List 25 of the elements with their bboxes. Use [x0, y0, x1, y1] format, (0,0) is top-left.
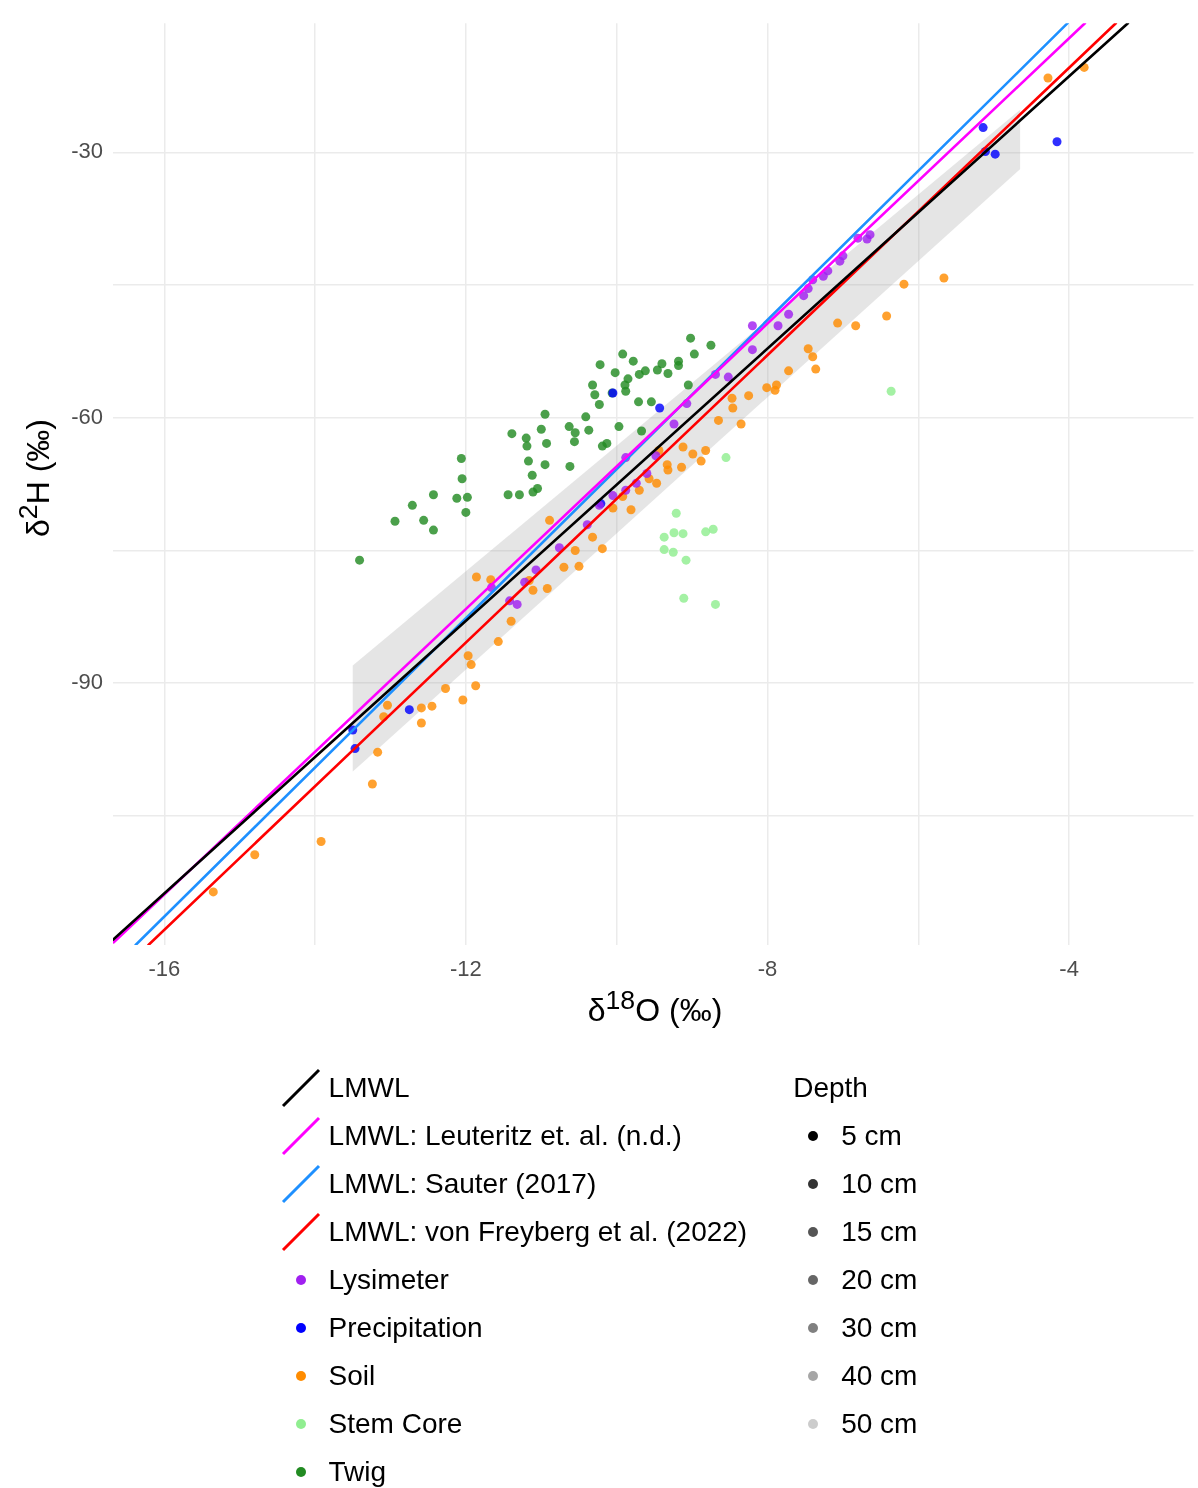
legend-label: LMWL: von Freyberg et al. (2022) [328, 1216, 748, 1248]
x-tick-label: -12 [449, 956, 482, 982]
legend-label: Precipitation [328, 1312, 483, 1344]
legend-label: Lysimeter [328, 1264, 449, 1296]
x-tick-label: -16 [148, 956, 181, 982]
y-tick-label: -90 [71, 669, 103, 695]
legend-label: LMWL: Sauter (2017) [328, 1168, 597, 1200]
legend-label: Soil [328, 1360, 376, 1392]
legend-label: Twig [328, 1456, 387, 1488]
legend-label: 20 cm [841, 1264, 918, 1296]
legend-label: LMWL [328, 1072, 410, 1104]
legend-label: 50 cm [841, 1408, 918, 1440]
legend-title: Depth [793, 1071, 869, 1105]
legend-label: 40 cm [841, 1360, 918, 1392]
y-tick-label: -30 [71, 138, 103, 164]
legend-label: 30 cm [841, 1312, 918, 1344]
legend-label: 10 cm [841, 1168, 918, 1200]
y-tick-label: -60 [71, 403, 103, 429]
x-axis-title: δ$^{18}$O (‰) [587, 985, 723, 1029]
legend-label: LMWL: Leuteritz et. al. (n.d.) [328, 1120, 682, 1152]
x-tick-label: -8 [757, 956, 778, 982]
legend-label: Stem Core [328, 1408, 463, 1440]
legend-label: 15 cm [841, 1216, 918, 1248]
legend-label: 5 cm [841, 1120, 902, 1152]
x-tick-label: -4 [1059, 956, 1079, 982]
